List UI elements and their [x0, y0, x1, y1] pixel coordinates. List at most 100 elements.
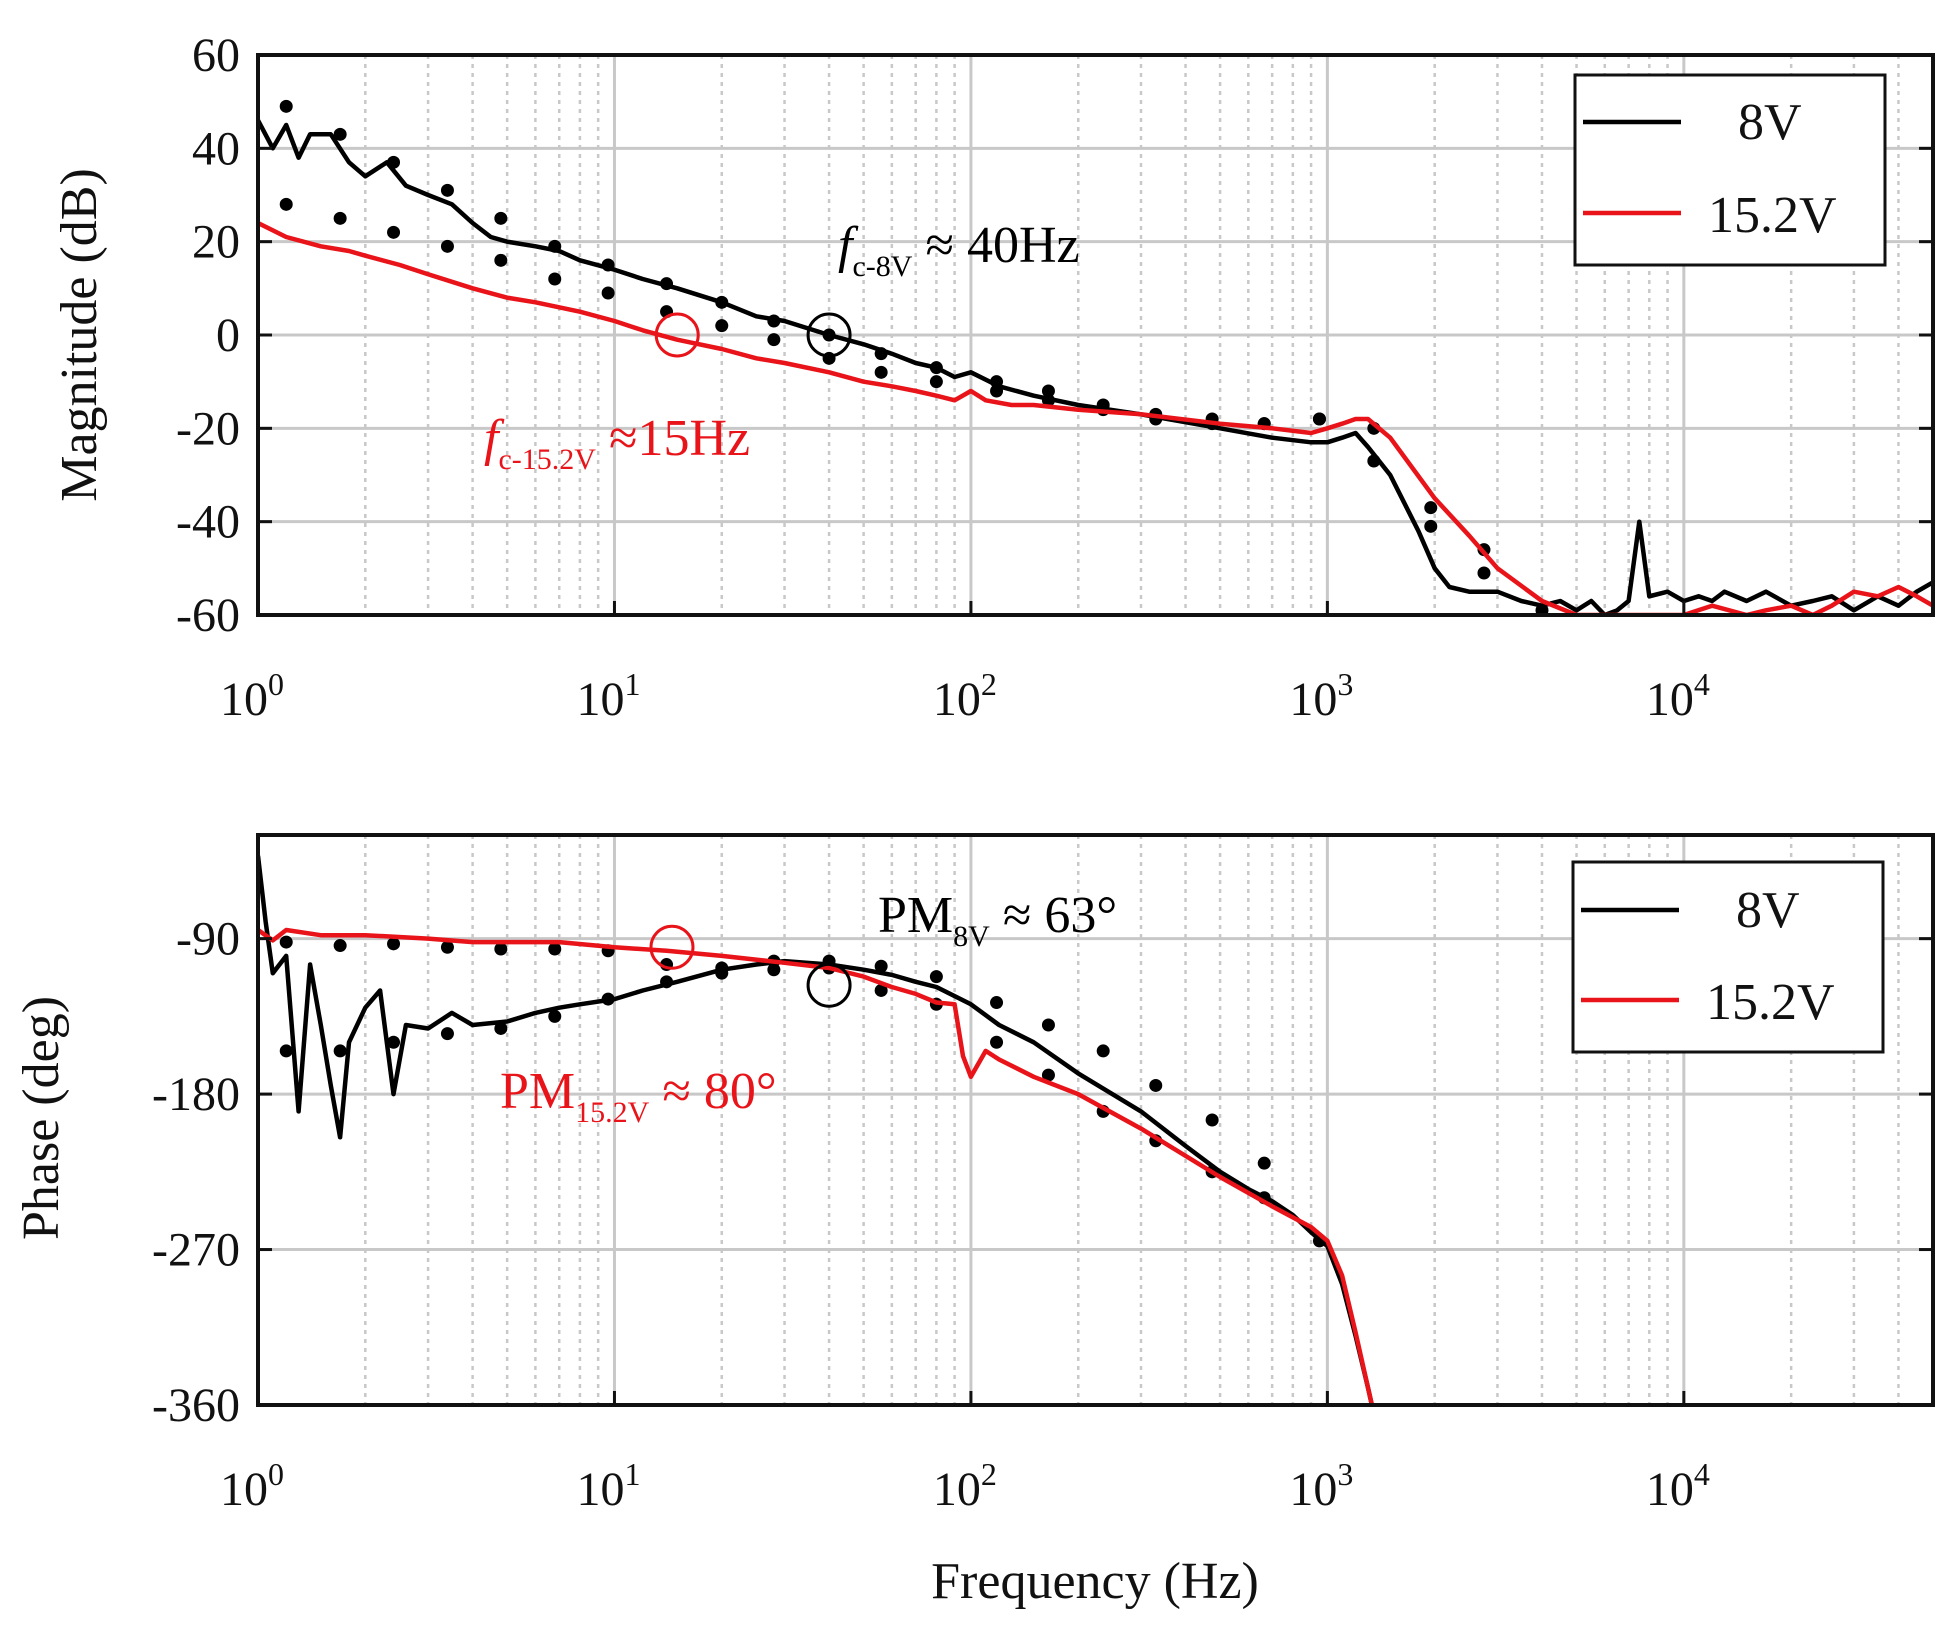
- annotation-pm8-tail: ≈ 63°: [990, 887, 1117, 944]
- marker-point-8v-markers: [990, 996, 1004, 1010]
- magnitude-legend: 8V 15.2V: [1573, 73, 1887, 267]
- series-line-15-2v: [258, 927, 1375, 1405]
- annotation-pm15-main: PM: [500, 1063, 575, 1120]
- magnitude-panel: 60 40 20 0 -20 -40 -60 100 101 102 103 104 Magnitu…: [51, 29, 1935, 726]
- phase-panel: -90 -180 -270 -360 100 101 102 103 104 Phase (d…: [13, 833, 1935, 1610]
- marker-point-8v-markers: [1424, 501, 1438, 515]
- marker-point-15-2v-markers: [1477, 566, 1491, 580]
- phase-x-ticks: 100 101 102 103 104: [220, 1391, 1710, 1516]
- marker-point-15-2v-markers: [601, 286, 615, 300]
- marker-point-8v-markers: [1149, 1078, 1163, 1092]
- y-tick-label: 20: [192, 216, 240, 269]
- series-line-8v: [258, 855, 1375, 1405]
- legend-label-8v: 8V: [1736, 882, 1800, 939]
- legend-label-15v: 15.2V: [1706, 974, 1835, 1031]
- annotation-fc-15v: fc-15.2V ≈15Hz: [484, 312, 750, 476]
- marker-point-15-2v-markers: [494, 942, 508, 956]
- marker-point-8v-markers: [1205, 1113, 1219, 1127]
- magnitude-x-ticks: 100 101 102 103 104: [220, 601, 1710, 726]
- marker-point-15-2v-markers: [279, 197, 293, 211]
- phase-margin-marker-8v: [806, 962, 852, 1008]
- phase-y-ticks: -90 -180 -270 -360: [152, 913, 1933, 1432]
- magnitude-y-label: Magnitude (dB): [51, 168, 108, 502]
- x-tick-label: 100: [220, 1456, 284, 1516]
- marker-point-8v-markers: [333, 127, 347, 141]
- marker-point-15-2v-markers: [279, 935, 293, 949]
- y-tick-label: -270: [152, 1224, 240, 1277]
- series-line-8v: [258, 119, 1933, 615]
- y-tick-label: -20: [176, 402, 240, 455]
- frequency-x-label: Frequency (Hz): [931, 1553, 1259, 1610]
- marker-point-15-2v-markers: [874, 365, 888, 379]
- legend-label-8v: 8V: [1738, 94, 1802, 151]
- x-tick-label: 100: [220, 666, 284, 726]
- x-tick-label: 101: [576, 1456, 640, 1516]
- x-tick-label: 102: [933, 666, 997, 726]
- phase-legend: 8V 15.2V: [1571, 860, 1885, 1054]
- marker-point-15-2v-markers: [494, 253, 508, 267]
- marker-point-8v-markers: [1041, 1018, 1055, 1032]
- marker-point-15-2v-markers: [333, 939, 347, 953]
- marker-point-8v-markers: [874, 959, 888, 973]
- y-tick-label: -90: [176, 913, 240, 966]
- x-tick-label: 103: [1289, 1456, 1353, 1516]
- x-tick-label: 103: [1289, 666, 1353, 726]
- y-tick-label: -60: [176, 589, 240, 642]
- y-tick-label: 0: [216, 309, 240, 362]
- crossover-marker-8v: [806, 312, 852, 358]
- annotation-fc8-tail: ≈ 40Hz: [912, 217, 1079, 274]
- marker-point-8v-markers: [929, 970, 943, 984]
- marker-point-15-2v-markers: [548, 272, 562, 286]
- marker-point-15-2v-markers: [1424, 519, 1438, 533]
- annotation-fc15-sub: c-15.2V: [498, 443, 596, 476]
- marker-point-15-2v-markers: [767, 963, 781, 977]
- phase-margin-marker-15v: [649, 924, 695, 970]
- svg-text:PM8V ≈ 63°: PM8V ≈ 63°: [878, 887, 1117, 953]
- marker-point-15-2v-markers: [767, 333, 781, 347]
- annotation-pm15-sub: 15.2V: [575, 1096, 650, 1129]
- annotation-pm15-tail: ≈ 80°: [649, 1063, 776, 1120]
- marker-point-15-2v-markers: [387, 225, 401, 239]
- y-tick-label: 60: [192, 29, 240, 82]
- y-tick-label: -360: [152, 1379, 240, 1432]
- marker-point-8v-markers: [279, 1044, 293, 1058]
- marker-point-8v-markers: [494, 211, 508, 225]
- y-tick-label: 40: [192, 122, 240, 175]
- marker-point-8v-markers: [1096, 1044, 1110, 1058]
- marker-point-15-2v-markers: [874, 983, 888, 997]
- marker-point-15-2v-markers: [548, 942, 562, 956]
- x-tick-label: 102: [933, 1456, 997, 1516]
- x-tick-label: 104: [1646, 666, 1710, 726]
- legend-label-15v: 15.2V: [1708, 187, 1837, 244]
- annotation-fc8-sub: c-8V: [852, 250, 912, 283]
- phase-axes-box: [256, 833, 1935, 1407]
- marker-point-8v-markers: [548, 1009, 562, 1023]
- annotation-pm-8v: PM8V ≈ 63°: [806, 887, 1117, 1008]
- annotation-pm8-sub: 8V: [953, 920, 990, 953]
- marker-point-8v-markers: [440, 183, 454, 197]
- marker-point-15-2v-markers: [333, 211, 347, 225]
- marker-point-8v-markers: [1257, 1156, 1271, 1170]
- magnitude-y-ticks: 60 40 20 0 -20 -40 -60: [176, 29, 1933, 642]
- phase-legend-box: [1571, 860, 1885, 1054]
- svg-text:fc-15.2V ≈15Hz: fc-15.2V ≈15Hz: [484, 410, 750, 476]
- marker-point-15-2v-markers: [440, 940, 454, 954]
- marker-point-15-2v-markers: [715, 319, 729, 333]
- marker-point-15-2v-markers: [929, 375, 943, 389]
- annotation-fc-8v: fc-8V ≈ 40Hz: [806, 217, 1080, 358]
- magnitude-legend-box: [1573, 73, 1887, 267]
- marker-point-8v-markers: [494, 1021, 508, 1035]
- annotation-pm-15v: PM15.2V ≈ 80°: [500, 924, 777, 1129]
- marker-point-8v-markers: [440, 1027, 454, 1041]
- y-tick-label: -180: [152, 1068, 240, 1121]
- marker-point-15-2v-markers: [822, 351, 836, 365]
- phase-y-label: Phase (deg): [13, 996, 70, 1240]
- marker-point-15-2v-markers: [440, 239, 454, 253]
- svg-text:PM15.2V ≈ 80°: PM15.2V ≈ 80°: [500, 1063, 777, 1129]
- y-tick-label: -40: [176, 496, 240, 549]
- svg-text:fc-8V ≈ 40Hz: fc-8V ≈ 40Hz: [838, 217, 1080, 283]
- annotation-fc15-tail: ≈15Hz: [596, 410, 750, 467]
- marker-point-8v-markers: [387, 1035, 401, 1049]
- marker-point-8v-markers: [279, 99, 293, 113]
